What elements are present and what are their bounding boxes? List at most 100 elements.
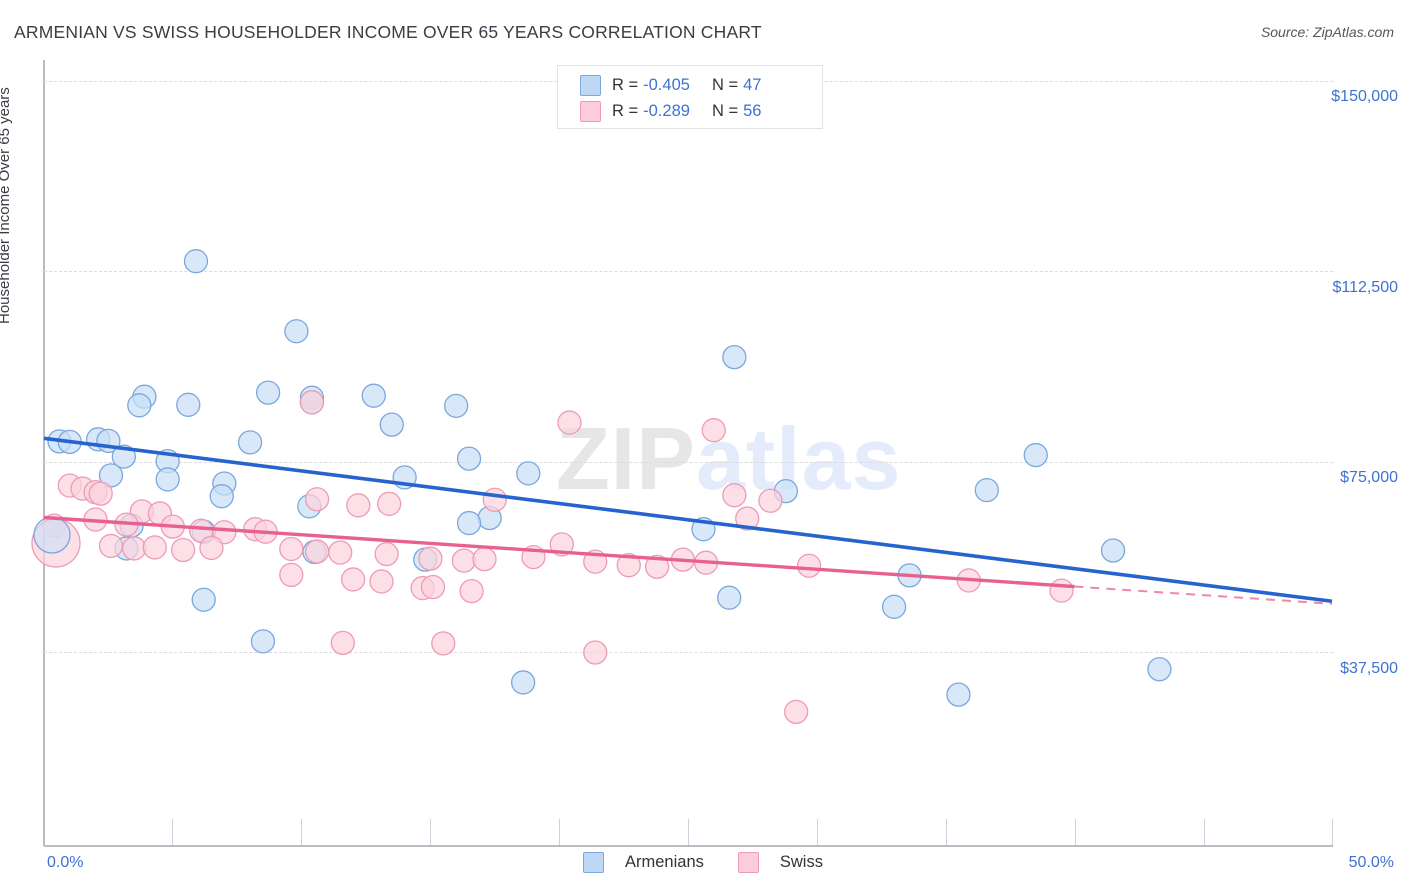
armenians-swatch-icon	[580, 74, 601, 96]
swiss-swatch-icon	[580, 100, 601, 122]
scatter-point	[83, 507, 108, 532]
scatter-point	[111, 444, 137, 469]
scatter-point	[98, 463, 124, 488]
scatter-point	[374, 541, 399, 567]
armenians-n-value: 47	[743, 75, 762, 94]
scatter-point	[377, 491, 402, 516]
scatter-point	[340, 567, 366, 592]
scatter-point	[521, 544, 546, 570]
scatter-point	[31, 518, 81, 568]
y-tick-label-37500: $37,500	[1340, 660, 1398, 677]
scatter-point	[127, 393, 152, 418]
scatter-point	[956, 568, 981, 593]
scatter-point	[70, 476, 95, 501]
scatter-point	[250, 629, 276, 654]
scatter-point	[33, 516, 71, 554]
scatter-point	[176, 392, 201, 417]
scatter-point	[170, 537, 196, 563]
legend-item-swiss[interactable]: Swiss	[737, 852, 823, 873]
stats-row-swiss: R = -0.289 N = 56	[580, 98, 761, 124]
scatter-point	[284, 319, 309, 344]
y-axis-title: Householder Income Over 65 years	[0, 87, 13, 324]
scatter-point	[510, 670, 536, 695]
scatter-point	[42, 513, 67, 538]
swiss-n-value: 56	[743, 101, 762, 120]
scatter-point	[881, 594, 907, 619]
x-axis-tick	[559, 819, 560, 845]
y-axis-line	[43, 60, 45, 846]
scatter-point	[477, 505, 502, 531]
scatter-point	[147, 501, 173, 526]
scatter-point	[160, 514, 185, 539]
scatter-point	[114, 536, 139, 561]
scatter-point	[369, 569, 394, 594]
scatter-point	[304, 487, 330, 512]
scatter-point	[299, 390, 325, 415]
swiss-r-label: R =	[612, 101, 639, 120]
x-axis-line	[44, 845, 1333, 847]
scatter-point	[199, 535, 224, 561]
scatter-point	[722, 344, 747, 370]
scatter-point	[83, 479, 108, 505]
watermark-zip: ZIP	[556, 409, 696, 508]
scatter-point	[670, 547, 695, 572]
scatter-point	[237, 430, 263, 455]
scatter-point	[897, 563, 922, 588]
scatter-point	[299, 390, 325, 415]
scatter-point	[420, 574, 446, 600]
swiss-r-value: -0.289	[643, 101, 690, 120]
chart-legend: Armenians Swiss	[0, 852, 1406, 873]
scatter-point	[57, 429, 82, 455]
scatter-point	[459, 578, 484, 604]
scatter-point	[418, 546, 443, 571]
scatter-point	[1023, 442, 1048, 468]
stats-row-armenians: R = -0.405 N = 47	[580, 72, 761, 98]
scatter-point	[1049, 578, 1074, 603]
gridline-75000	[44, 462, 1333, 463]
swiss-legend-swatch-icon	[737, 852, 759, 873]
gridline-112500	[44, 271, 1333, 272]
scatter-point	[132, 384, 157, 409]
source-attribution: Source: ZipAtlas.com	[1260, 24, 1394, 40]
scatter-point	[212, 520, 237, 545]
swiss-n-label: N =	[711, 101, 739, 120]
scatter-point	[444, 393, 469, 418]
scatter-point	[57, 473, 82, 498]
page-title: ARMENIAN VS SWISS HOUSEHOLDER INCOME OVE…	[14, 22, 762, 42]
zipatlas-watermark: ZIPatlas	[556, 408, 901, 510]
legend-label-armenians: Armenians	[625, 853, 704, 871]
scatter-point	[472, 546, 497, 572]
scatter-point	[330, 630, 355, 656]
scatter-point	[243, 517, 268, 542]
scatter-point	[299, 385, 325, 410]
x-tick-label-min: 0.0%	[47, 854, 84, 871]
scatter-point	[279, 562, 304, 587]
scatter-point	[279, 536, 304, 562]
scatter-point	[304, 539, 330, 564]
scatter-point	[155, 467, 180, 492]
scatter-point	[253, 519, 278, 544]
legend-item-armenians[interactable]: Armenians	[583, 852, 704, 873]
scatter-point	[183, 249, 209, 274]
scatter-point	[191, 587, 216, 612]
scatter-point	[98, 533, 124, 559]
x-tick-label-max: 50.0%	[1348, 854, 1394, 871]
scatter-point	[297, 494, 322, 519]
scatter-point	[129, 499, 155, 524]
correlation-stats-box: R = -0.405 N = 47 R = -0.289 N = 56	[557, 65, 823, 129]
scatter-point	[691, 517, 716, 542]
scatter-point	[413, 547, 438, 572]
scatter-point	[122, 536, 147, 561]
x-axis-tick	[688, 819, 689, 845]
scatter-point	[142, 535, 167, 560]
armenians-legend-swatch-icon	[583, 852, 605, 873]
scatter-point	[773, 478, 799, 504]
x-axis-tick	[1075, 819, 1076, 845]
scatter-point	[456, 510, 482, 536]
scatter-point	[796, 553, 822, 578]
scatter-point	[516, 461, 541, 486]
scatter-point	[361, 383, 386, 408]
scatter-point	[114, 512, 139, 537]
gridline-37500	[44, 652, 1333, 653]
scatter-point	[328, 540, 353, 565]
